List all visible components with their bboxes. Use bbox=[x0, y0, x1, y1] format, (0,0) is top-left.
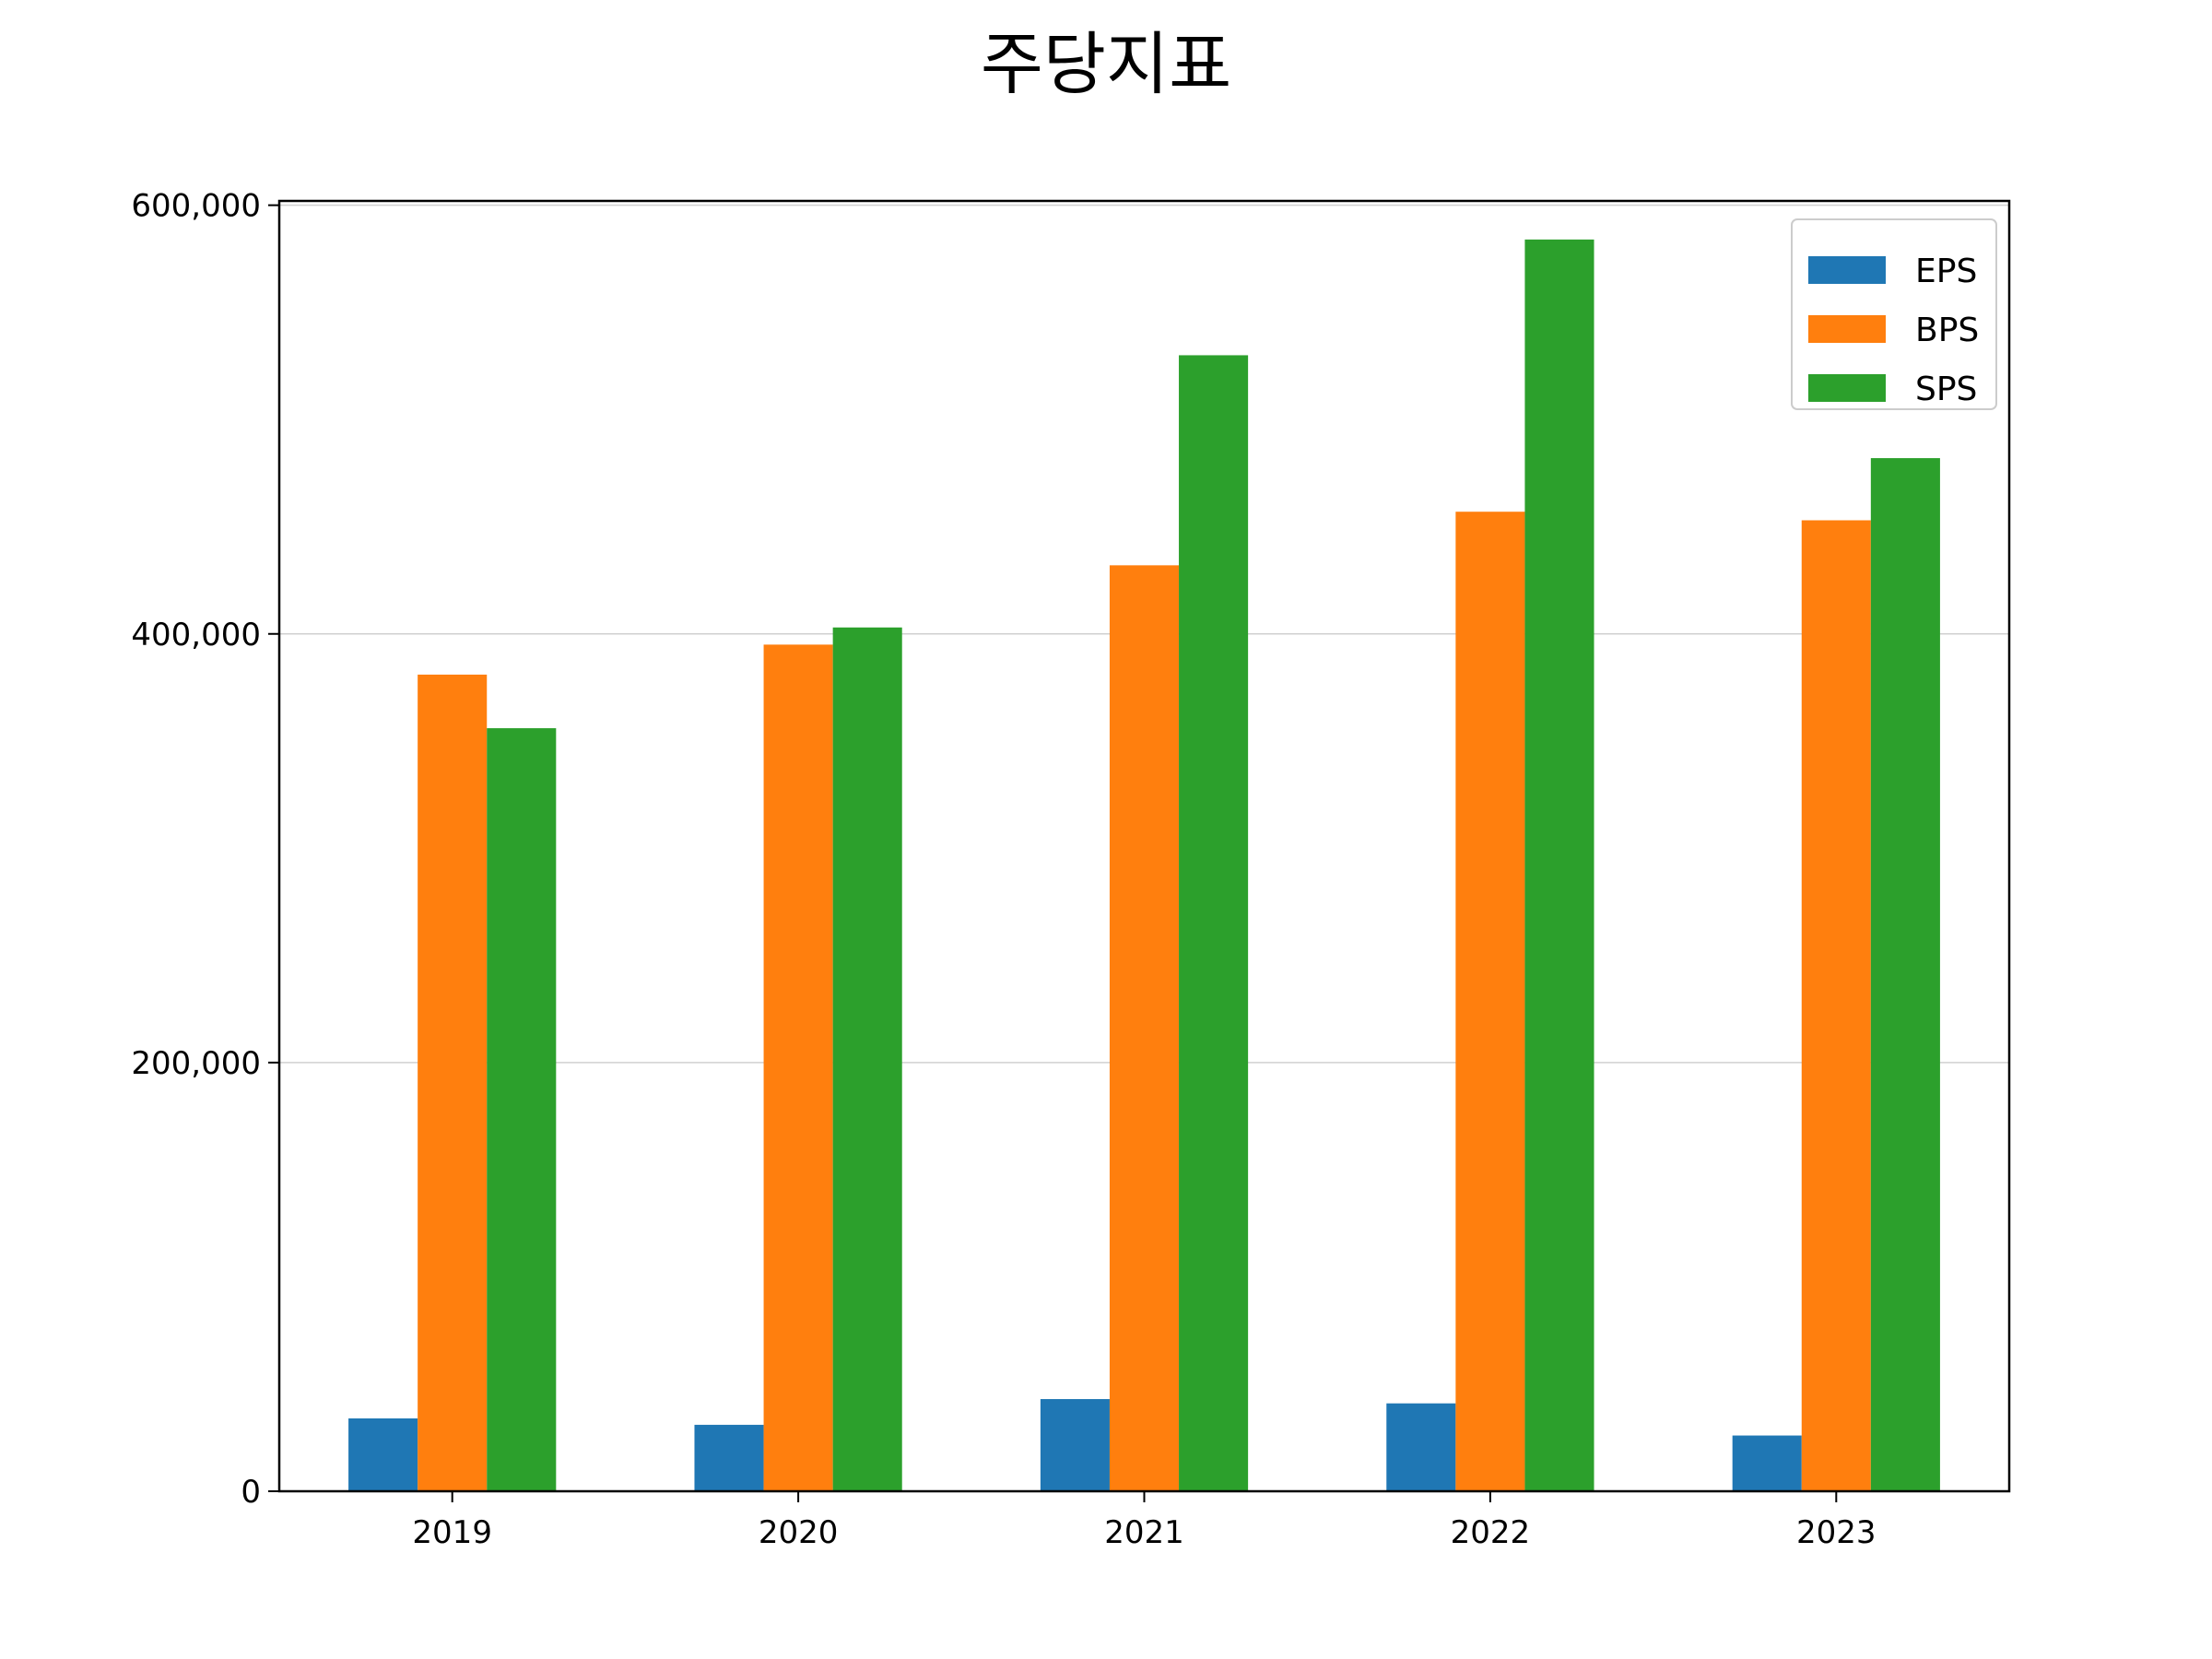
x-tick-label: 2020 bbox=[759, 1514, 839, 1551]
bar-sps-2020 bbox=[832, 627, 902, 1491]
bar-bps-2022 bbox=[1455, 512, 1525, 1492]
bar-eps-2020 bbox=[694, 1424, 764, 1491]
legend-label-sps: SPS bbox=[1915, 371, 1977, 408]
legend: EPS BPS SPS bbox=[1791, 218, 1997, 410]
x-tick-label: 2019 bbox=[412, 1514, 492, 1551]
x-tick-label: 2023 bbox=[1796, 1514, 1877, 1551]
axes: 0 200,000 400,000 600,000 2019 2020 2021 2022 20… bbox=[131, 188, 1876, 1551]
bar-bps-2021 bbox=[1109, 565, 1180, 1491]
chart-title: 주당지표 bbox=[981, 25, 1231, 104]
bar-eps-2021 bbox=[1040, 1399, 1110, 1491]
bars bbox=[348, 239, 1940, 1492]
legend-label-bps: BPS bbox=[1915, 312, 1979, 349]
bar-eps-2022 bbox=[1386, 1403, 1456, 1491]
bar-bps-2019 bbox=[418, 674, 488, 1491]
legend-swatch-bps bbox=[1808, 315, 1886, 343]
y-tick-label: 200,000 bbox=[131, 1045, 261, 1082]
x-tick-label: 2021 bbox=[1104, 1514, 1184, 1551]
y-tick-label: 400,000 bbox=[131, 617, 261, 653]
y-tick-label: 600,000 bbox=[131, 188, 261, 225]
bar-sps-2022 bbox=[1524, 239, 1594, 1491]
bar-sps-2021 bbox=[1179, 355, 1249, 1491]
x-tick-label: 2022 bbox=[1451, 1514, 1531, 1551]
bar-sps-2023 bbox=[1870, 458, 1940, 1491]
bar-bps-2023 bbox=[1801, 520, 1871, 1491]
legend-swatch-eps bbox=[1808, 256, 1886, 284]
legend-label-eps: EPS bbox=[1915, 253, 1977, 290]
bar-eps-2019 bbox=[348, 1418, 418, 1491]
bar-bps-2020 bbox=[763, 644, 833, 1491]
y-tick-label: 0 bbox=[241, 1474, 261, 1511]
bar-sps-2019 bbox=[487, 728, 557, 1491]
legend-swatch-sps bbox=[1808, 374, 1886, 402]
bar-eps-2023 bbox=[1732, 1435, 1802, 1491]
